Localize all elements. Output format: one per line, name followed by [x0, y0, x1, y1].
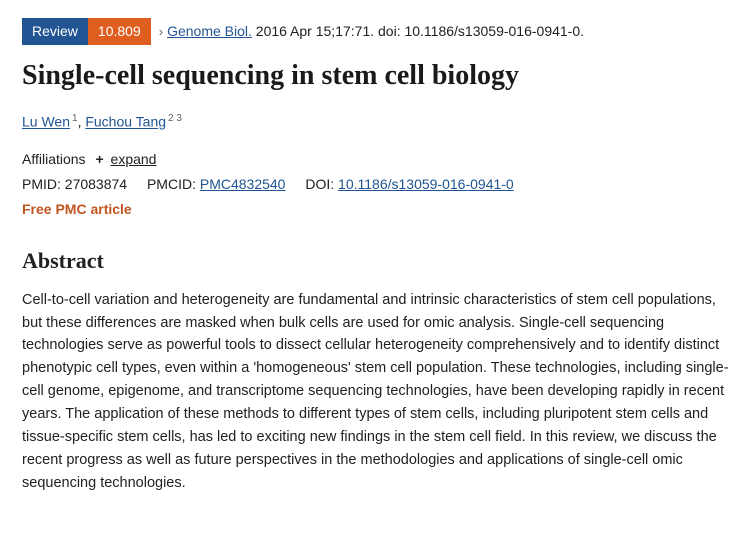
identifiers-row: PMID: 27083874 PMCID: PMC4832540 DOI: 10…	[22, 174, 733, 195]
abstract-text: Cell-to-cell variation and heterogeneity…	[22, 289, 733, 495]
abstract-heading: Abstract	[22, 244, 733, 277]
metric-badge: 10.809	[88, 18, 151, 45]
citation-header: Review 10.809 › Genome Biol. 2016 Apr 15…	[22, 18, 733, 45]
journal-link[interactable]: Genome Biol.	[167, 21, 252, 42]
pmcid-link[interactable]: PMC4832540	[200, 176, 286, 192]
affiliations-label: Affiliations	[22, 151, 86, 167]
plus-icon[interactable]: +	[95, 151, 103, 167]
affiliation-ref: 1	[72, 113, 78, 124]
doi-link[interactable]: 10.1186/s13059-016-0941-0	[338, 176, 514, 192]
chevron-right-icon: ›	[159, 22, 163, 42]
affiliations-row: Affiliations + expand	[22, 149, 733, 170]
author-link[interactable]: Fuchou Tang	[85, 114, 166, 130]
review-badge: Review	[22, 18, 88, 45]
expand-button[interactable]: expand	[111, 151, 157, 167]
author-link[interactable]: Lu Wen	[22, 114, 70, 130]
pmid-value: 27083874	[65, 176, 127, 192]
pmid-label: PMID:	[22, 176, 61, 192]
pmcid-label: PMCID:	[147, 176, 196, 192]
affiliation-ref: 2 3	[168, 113, 182, 124]
article-title: Single-cell sequencing in stem cell biol…	[22, 55, 733, 97]
citation-text: 2016 Apr 15;17:71. doi: 10.1186/s13059-0…	[252, 21, 584, 42]
doi-label: DOI:	[305, 176, 334, 192]
free-pmc-badge[interactable]: Free PMC article	[22, 199, 733, 220]
authors-list: Lu Wen1, Fuchou Tang2 3	[22, 111, 733, 133]
